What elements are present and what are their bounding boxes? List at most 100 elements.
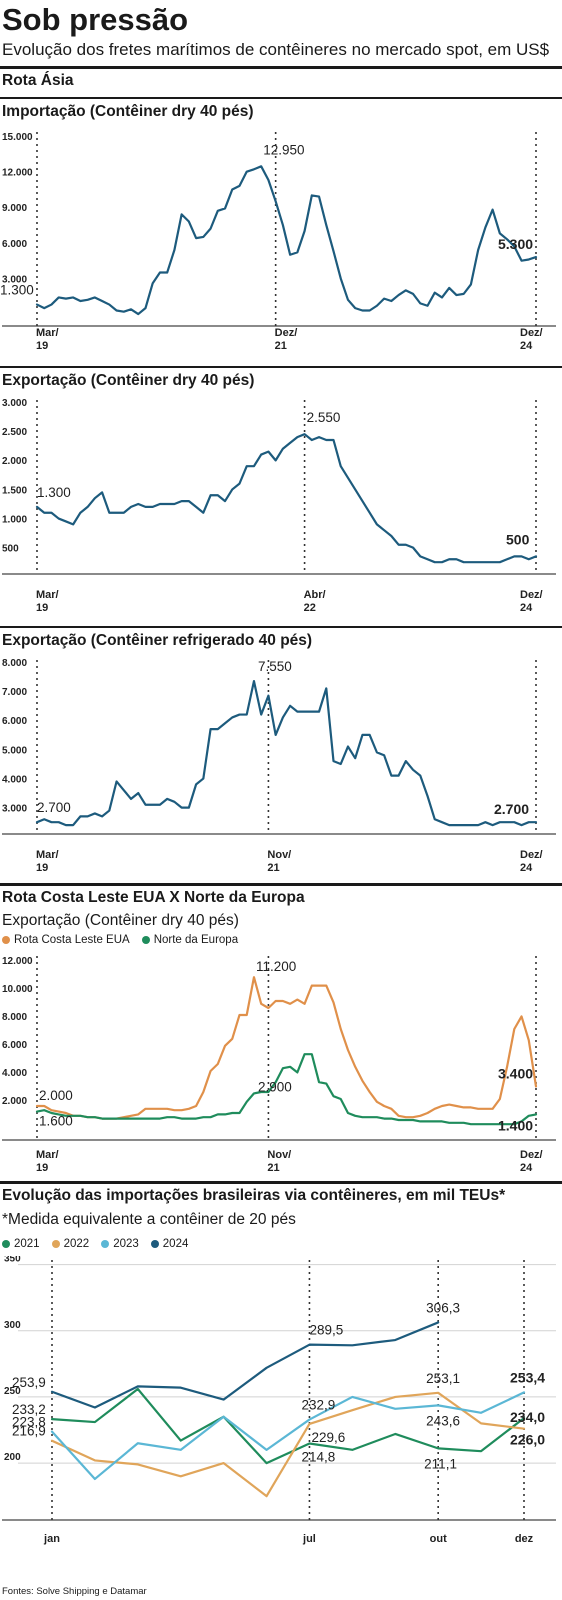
y-tick-label: 6.000	[2, 239, 27, 250]
data-label: 289,5	[309, 1323, 343, 1338]
x-tick-label: Mar/19	[36, 1149, 59, 1174]
data-label: 1.300	[37, 485, 71, 500]
y-tick-label: 9.000	[2, 203, 27, 214]
data-label: 229,6	[311, 1430, 345, 1445]
data-label: 253,1	[426, 1371, 460, 1386]
y-tick-label: 2.500	[2, 427, 27, 438]
legend-item: 2021	[2, 1238, 40, 1250]
chart-note-brasil: *Medida equivalente a contêiner de 20 pé…	[2, 1211, 296, 1228]
data-label: 1.600	[39, 1114, 73, 1129]
data-label: 214,8	[301, 1449, 335, 1464]
chart-title-export-dry: Exportação (Contêiner dry 40 pés)	[2, 372, 255, 389]
y-tick-label: 7.000	[2, 687, 27, 698]
legend-item: 2024	[150, 1238, 188, 1250]
series-line-2023	[50, 1391, 526, 1481]
chart-export-reefer: 3.000 4.000 5.000 6.000 7.000 8.000 Mar/19 Nov/…	[2, 658, 556, 874]
x-tick-label: jul	[302, 1533, 316, 1545]
legend-label: 2023	[113, 1238, 139, 1250]
y-tick-label: 300	[4, 1320, 21, 1331]
data-label: 234,0	[510, 1409, 545, 1425]
x-tick-label: jan	[43, 1533, 60, 1545]
divider	[0, 366, 562, 368]
chart-title-export-reefer: Exportação (Contêiner refrigerado 40 pés…	[2, 632, 313, 649]
divider	[0, 883, 562, 886]
legend-dot-icon	[141, 936, 150, 944]
chart-export-dry: 500 1.000 1.500 2.000 2.500 3.000 Mar/19 Abr/22…	[2, 398, 556, 614]
data-label: 3.400	[498, 1065, 533, 1081]
x-tick-label: Nov/21	[267, 1149, 291, 1174]
y-tick-label: 8.000	[2, 1012, 27, 1023]
chart-title-import-dry: Importação (Contêiner dry 40 pés)	[2, 103, 254, 120]
data-label: 1.300	[0, 283, 34, 298]
data-label: 500	[506, 531, 530, 547]
x-tick-label: Dez/24	[520, 589, 543, 614]
chart-import-dry: 3.000 6.000 9.000 12.000 15.000 Mar/19 Dez/21 D…	[0, 132, 556, 352]
y-tick-label: 1.500	[2, 485, 27, 496]
y-tick-label: 3.000	[2, 398, 27, 409]
data-label: 7.550	[258, 659, 292, 674]
y-tick-label: 6.000	[2, 1040, 27, 1051]
data-label: 2.900	[258, 1079, 292, 1094]
y-tick-label: 2.000	[2, 1096, 27, 1107]
divider	[0, 97, 562, 99]
data-label: 5.300	[498, 236, 533, 252]
legend-dot-icon	[2, 936, 10, 944]
y-tick-label: 250	[4, 1386, 21, 1397]
x-tick-label: out	[430, 1533, 447, 1545]
y-tick-label: 3.000	[2, 803, 27, 814]
section-heading-eua: Rota Costa Leste EUA X Norte da Europa	[2, 889, 305, 906]
data-label: 233,2	[12, 1402, 46, 1417]
legend-label: Norte da Europa	[153, 934, 239, 946]
legend-dot-icon	[101, 1240, 110, 1248]
legend-dot-icon	[2, 1240, 10, 1248]
x-tick-label: Dez/24	[520, 849, 543, 874]
legend-item: Rota Costa Leste EUA	[2, 934, 130, 946]
divider	[0, 1181, 562, 1184]
series-line-0	[35, 433, 538, 564]
x-tick-label: Mar/19	[36, 589, 59, 614]
data-label: 306,3	[426, 1300, 460, 1315]
section-heading-brasil: Evolução das importações brasileiras via…	[2, 1187, 506, 1204]
legend-dot-icon	[51, 1240, 60, 1248]
legend-label: 2022	[63, 1238, 90, 1250]
legend-brasil: 2021 2022 2023 2024	[2, 1238, 188, 1250]
data-label: 11.200	[256, 959, 296, 974]
page-title: Sob pressão	[2, 2, 189, 37]
data-label: 226,0	[510, 1432, 545, 1448]
x-tick-label: Nov/21	[267, 849, 291, 874]
x-tick-label: Dez/21	[275, 327, 298, 352]
series-line-rota-costa-leste-eua	[35, 976, 538, 1120]
x-tick-label: Mar/19	[36, 327, 59, 352]
y-tick-label: 10.000	[2, 984, 33, 995]
y-tick-label: 6.000	[2, 716, 27, 727]
y-tick-label: 2.000	[2, 456, 27, 467]
series-line-0	[35, 679, 538, 827]
y-tick-label: 5.000	[2, 745, 27, 756]
y-tick-label: 8.000	[2, 658, 27, 669]
divider	[0, 66, 562, 69]
x-tick-label: Dez/24	[520, 1149, 543, 1174]
y-tick-label: 4.000	[2, 1068, 27, 1079]
data-label: 223,8	[12, 1415, 46, 1430]
data-label: 211,1	[424, 1456, 457, 1471]
y-tick-label: 12.000	[2, 168, 33, 179]
source-note: Fontes: Solve Shipping e Datamar	[2, 1586, 147, 1597]
x-tick-label: Abr/22	[304, 589, 326, 614]
series-line-2021	[50, 1387, 526, 1465]
y-tick-label: 200	[4, 1452, 21, 1463]
y-tick-label: 15.000	[2, 132, 33, 143]
chart-subtitle-eua: Exportação (Contêiner dry 40 pés)	[2, 912, 239, 929]
legend-label: Rota Costa Leste EUA	[14, 934, 130, 946]
x-tick-label: Dez/24	[520, 327, 543, 352]
y-tick-label: 3.000	[2, 274, 27, 285]
series-line-norte-da-europa	[35, 1053, 538, 1126]
data-label: 2.700	[494, 801, 529, 817]
y-tick-label: 12.000	[2, 956, 33, 967]
x-tick-label: Mar/19	[36, 849, 59, 874]
section-heading-asia: Rota Ásia	[2, 72, 74, 89]
series-line-2022	[50, 1391, 526, 1498]
divider	[0, 626, 562, 628]
legend-label: 2021	[14, 1238, 40, 1250]
legend-item: 2023	[101, 1238, 139, 1250]
y-tick-label: 500	[2, 543, 19, 554]
